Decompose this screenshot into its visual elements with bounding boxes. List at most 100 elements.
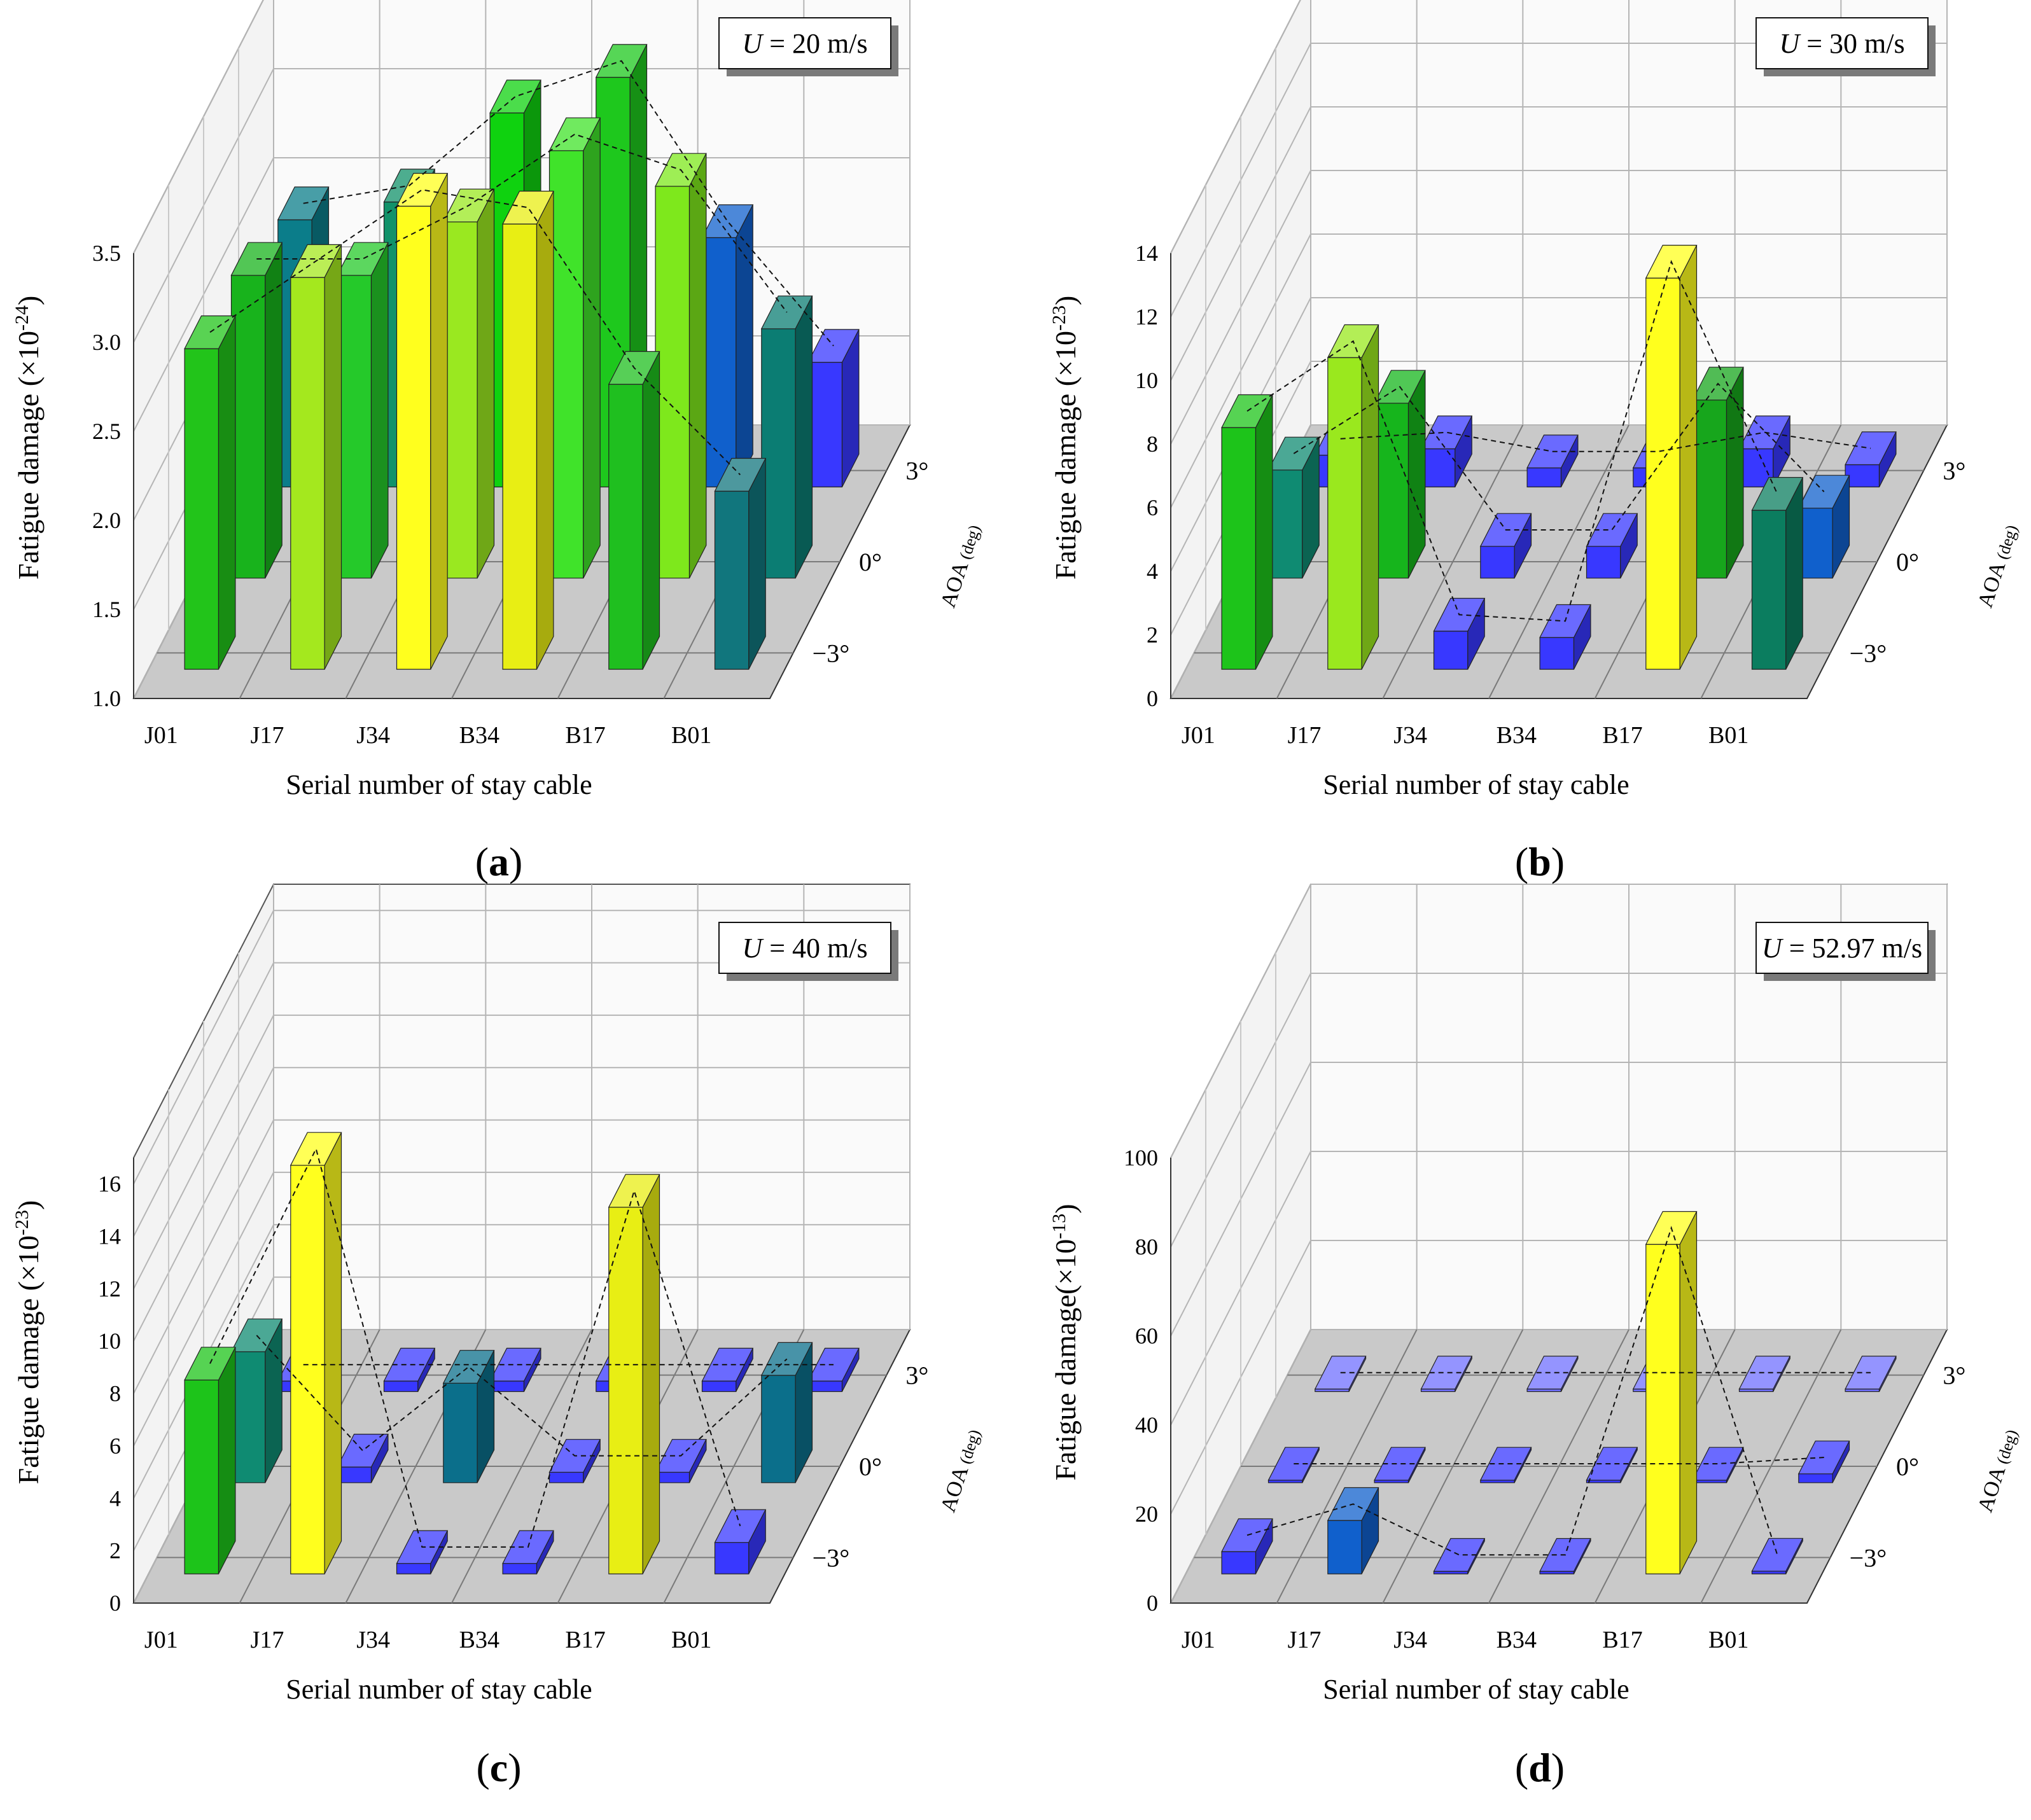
gridline	[1170, 0, 1301, 254]
bar-top	[1374, 1447, 1426, 1481]
bar-front	[1845, 464, 1880, 488]
bar	[1645, 1211, 1698, 1574]
x-axis-title: Serial number of stay cable	[1323, 1674, 1629, 1705]
gridline	[133, 0, 264, 254]
depth-tick-label: 3°	[905, 1361, 928, 1390]
bar-top	[608, 1174, 660, 1208]
x-tick-label: B17	[565, 722, 605, 749]
series-line	[1246, 260, 1778, 622]
bar	[230, 242, 283, 579]
panel-label-b: b	[1528, 839, 1551, 884]
y-axis-title-close: )	[1049, 296, 1082, 305]
z-axis-title-unit: (deg)	[956, 1428, 984, 1466]
bar-side	[1679, 245, 1698, 670]
chart-panel-d: 0 20 40 60 80 100 J01 J17 J34 B34 B17 B01 −3° 0° 3° Ser…	[1049, 884, 2021, 1705]
z-axis-title: AOA (deg)	[937, 1426, 986, 1515]
panel-caption-a: (a)	[475, 839, 523, 884]
bar-front	[761, 328, 796, 579]
y-axis-title-main: Fatigue damage (×10	[12, 1235, 45, 1484]
bar-top	[1526, 1356, 1579, 1390]
x-tick-label: B01	[1708, 722, 1748, 749]
y-tick-label: 3.0	[92, 330, 121, 355]
bar	[396, 172, 449, 670]
bar-front	[184, 1379, 220, 1574]
y-tick-label: 14	[98, 1224, 121, 1249]
bar-side	[265, 242, 283, 579]
bar	[1751, 1538, 1804, 1574]
bar-front	[396, 1563, 431, 1574]
annotation-text: U = 30 m/s	[1779, 28, 1904, 59]
annotation-text: U = 20 m/s	[742, 28, 867, 59]
y-axis-title-exponent: -23	[1049, 305, 1070, 331]
bar-front	[1751, 510, 1787, 670]
bar-top	[396, 172, 449, 207]
bar-front	[608, 1207, 643, 1574]
y-axis-title-exponent: -23	[11, 1210, 32, 1235]
bar-front	[548, 150, 584, 579]
bar-top	[489, 80, 541, 114]
bar	[442, 188, 495, 579]
bar	[337, 1433, 389, 1483]
bar-side	[430, 173, 448, 670]
bar-front	[701, 237, 737, 488]
bar-side	[748, 458, 766, 670]
depth-tick-label: 3°	[905, 457, 928, 485]
z-axis-title-unit: (deg)	[956, 523, 984, 562]
bar-front	[807, 361, 843, 488]
bar-front	[502, 1563, 538, 1574]
annotation-value: = 40 m/s	[762, 933, 867, 964]
x-axis-title: Serial number of stay cable	[1323, 769, 1629, 800]
bar	[701, 204, 754, 488]
x-tick-label: J34	[356, 1627, 390, 1653]
bar	[290, 1132, 342, 1574]
z-axis-title-unit: (deg)	[1993, 1428, 2021, 1466]
bar-top	[1692, 1447, 1744, 1481]
annotation-variable: U	[742, 933, 764, 964]
bar-top	[701, 1347, 754, 1382]
bar-front	[1645, 1244, 1680, 1574]
bar	[714, 1509, 767, 1574]
z-axis-title-main: AOA	[1974, 555, 2012, 611]
bar-side	[642, 351, 660, 670]
bar-front	[396, 205, 431, 670]
bar-front	[1798, 1473, 1833, 1483]
bar-side	[688, 153, 707, 579]
bar-front	[1433, 630, 1469, 670]
annotation-value: = 52.97 m/s	[1782, 933, 1922, 964]
bar-top	[1586, 1447, 1638, 1481]
bar	[1420, 1356, 1473, 1393]
series-line	[1293, 382, 1825, 531]
bar-front	[548, 1471, 584, 1483]
bar	[608, 351, 660, 670]
depth-tick-label: 0°	[859, 1452, 882, 1481]
bar-front	[337, 1466, 372, 1483]
y-axis-title-close: )	[1049, 1204, 1082, 1213]
bar	[1479, 1447, 1532, 1483]
bar-top	[1586, 513, 1638, 547]
panel-label-d: d	[1528, 1745, 1551, 1790]
x-tick-label: J17	[1288, 722, 1322, 749]
bar-front	[761, 1375, 796, 1483]
annotation-variable: U	[1762, 933, 1784, 964]
series-line	[1246, 1226, 1778, 1556]
annotation-box	[1755, 922, 1929, 974]
x-tick-label: B01	[671, 722, 711, 749]
bar-top	[548, 117, 601, 151]
bar	[1586, 1447, 1638, 1483]
x-tick-label: J01	[1182, 1627, 1215, 1653]
panel-caption-d: (d)	[1514, 1745, 1565, 1790]
y-axis-title-exponent: -13	[1049, 1214, 1070, 1239]
bar-top	[337, 1433, 389, 1468]
bar	[337, 242, 389, 579]
bar-top	[1420, 415, 1473, 450]
annotation-box	[718, 922, 891, 974]
bar	[760, 1342, 813, 1483]
z-axis-title-main: AOA	[1974, 1459, 2012, 1515]
bar-side	[477, 188, 495, 579]
bar-front	[1374, 403, 1409, 579]
y-tick-label: 16	[98, 1171, 121, 1197]
series-line	[1340, 431, 1871, 452]
annotation-variable: U	[742, 28, 764, 59]
